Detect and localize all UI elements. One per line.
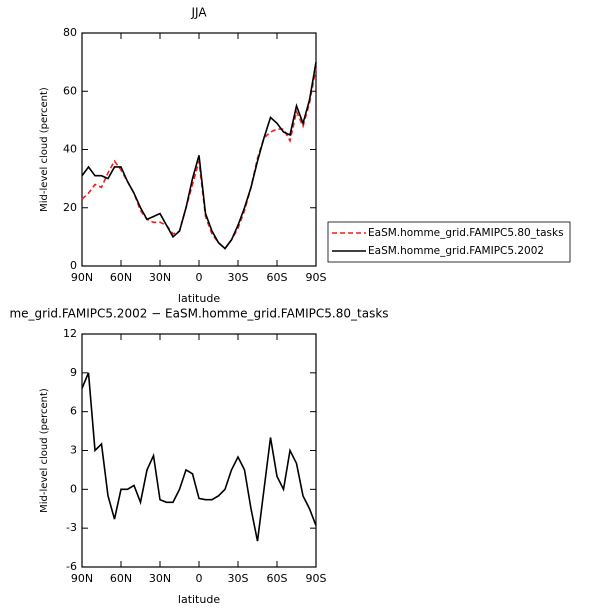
x-tick-label: 0 (196, 271, 203, 284)
x-tick-label: 30S (228, 572, 249, 585)
data-line (81, 61, 317, 250)
y-tick-label: 6 (70, 405, 77, 418)
legend-box (327, 221, 571, 263)
y-axis-label: Mid-level cloud (percent) (39, 87, 50, 212)
x-tick-label: 90S (306, 572, 327, 585)
y-tick-label: 60 (63, 84, 77, 97)
legend-label: EaSM.homme_grid.FAMIPC5.2002 (368, 245, 544, 257)
x-tick-label: 30N (149, 572, 171, 585)
chart-title: JJA (190, 6, 207, 20)
y-axis-label: Mid-level cloud (percent) (39, 388, 50, 513)
x-tick-label: 30S (228, 271, 249, 284)
x-tick-label: 60N (110, 271, 132, 284)
y-tick-label: -6 (66, 560, 77, 573)
y-tick-label: 0 (70, 482, 77, 495)
plot-frame (81, 333, 317, 568)
x-tick-label: 90N (71, 572, 93, 585)
x-axis-label: latitude (178, 593, 220, 606)
x-tick-label: 60S (267, 271, 288, 284)
x-tick-label: 60S (267, 572, 288, 585)
x-tick-label: 90N (71, 271, 93, 284)
y-tick-label: 12 (63, 327, 77, 340)
y-tick-label: -3 (66, 521, 77, 534)
x-axis-label: latitude (178, 292, 220, 305)
data-line (81, 372, 317, 542)
y-tick-label: 20 (63, 201, 77, 214)
x-tick-label: 0 (196, 572, 203, 585)
legend-label: EaSM.homme_grid.FAMIPC5.80_tasks (368, 227, 564, 239)
y-tick-label: 0 (70, 259, 77, 272)
chart-title: me_grid.FAMIPC5.2002 − EaSM.homme_grid.F… (9, 307, 388, 321)
plot-frame (81, 32, 317, 267)
x-tick-label: 30N (149, 271, 171, 284)
y-tick-label: 40 (63, 143, 77, 156)
y-tick-label: 80 (63, 26, 77, 39)
x-tick-label: 90S (306, 271, 327, 284)
y-tick-label: 3 (70, 444, 77, 457)
x-tick-label: 60N (110, 572, 132, 585)
y-tick-label: 9 (70, 366, 77, 379)
